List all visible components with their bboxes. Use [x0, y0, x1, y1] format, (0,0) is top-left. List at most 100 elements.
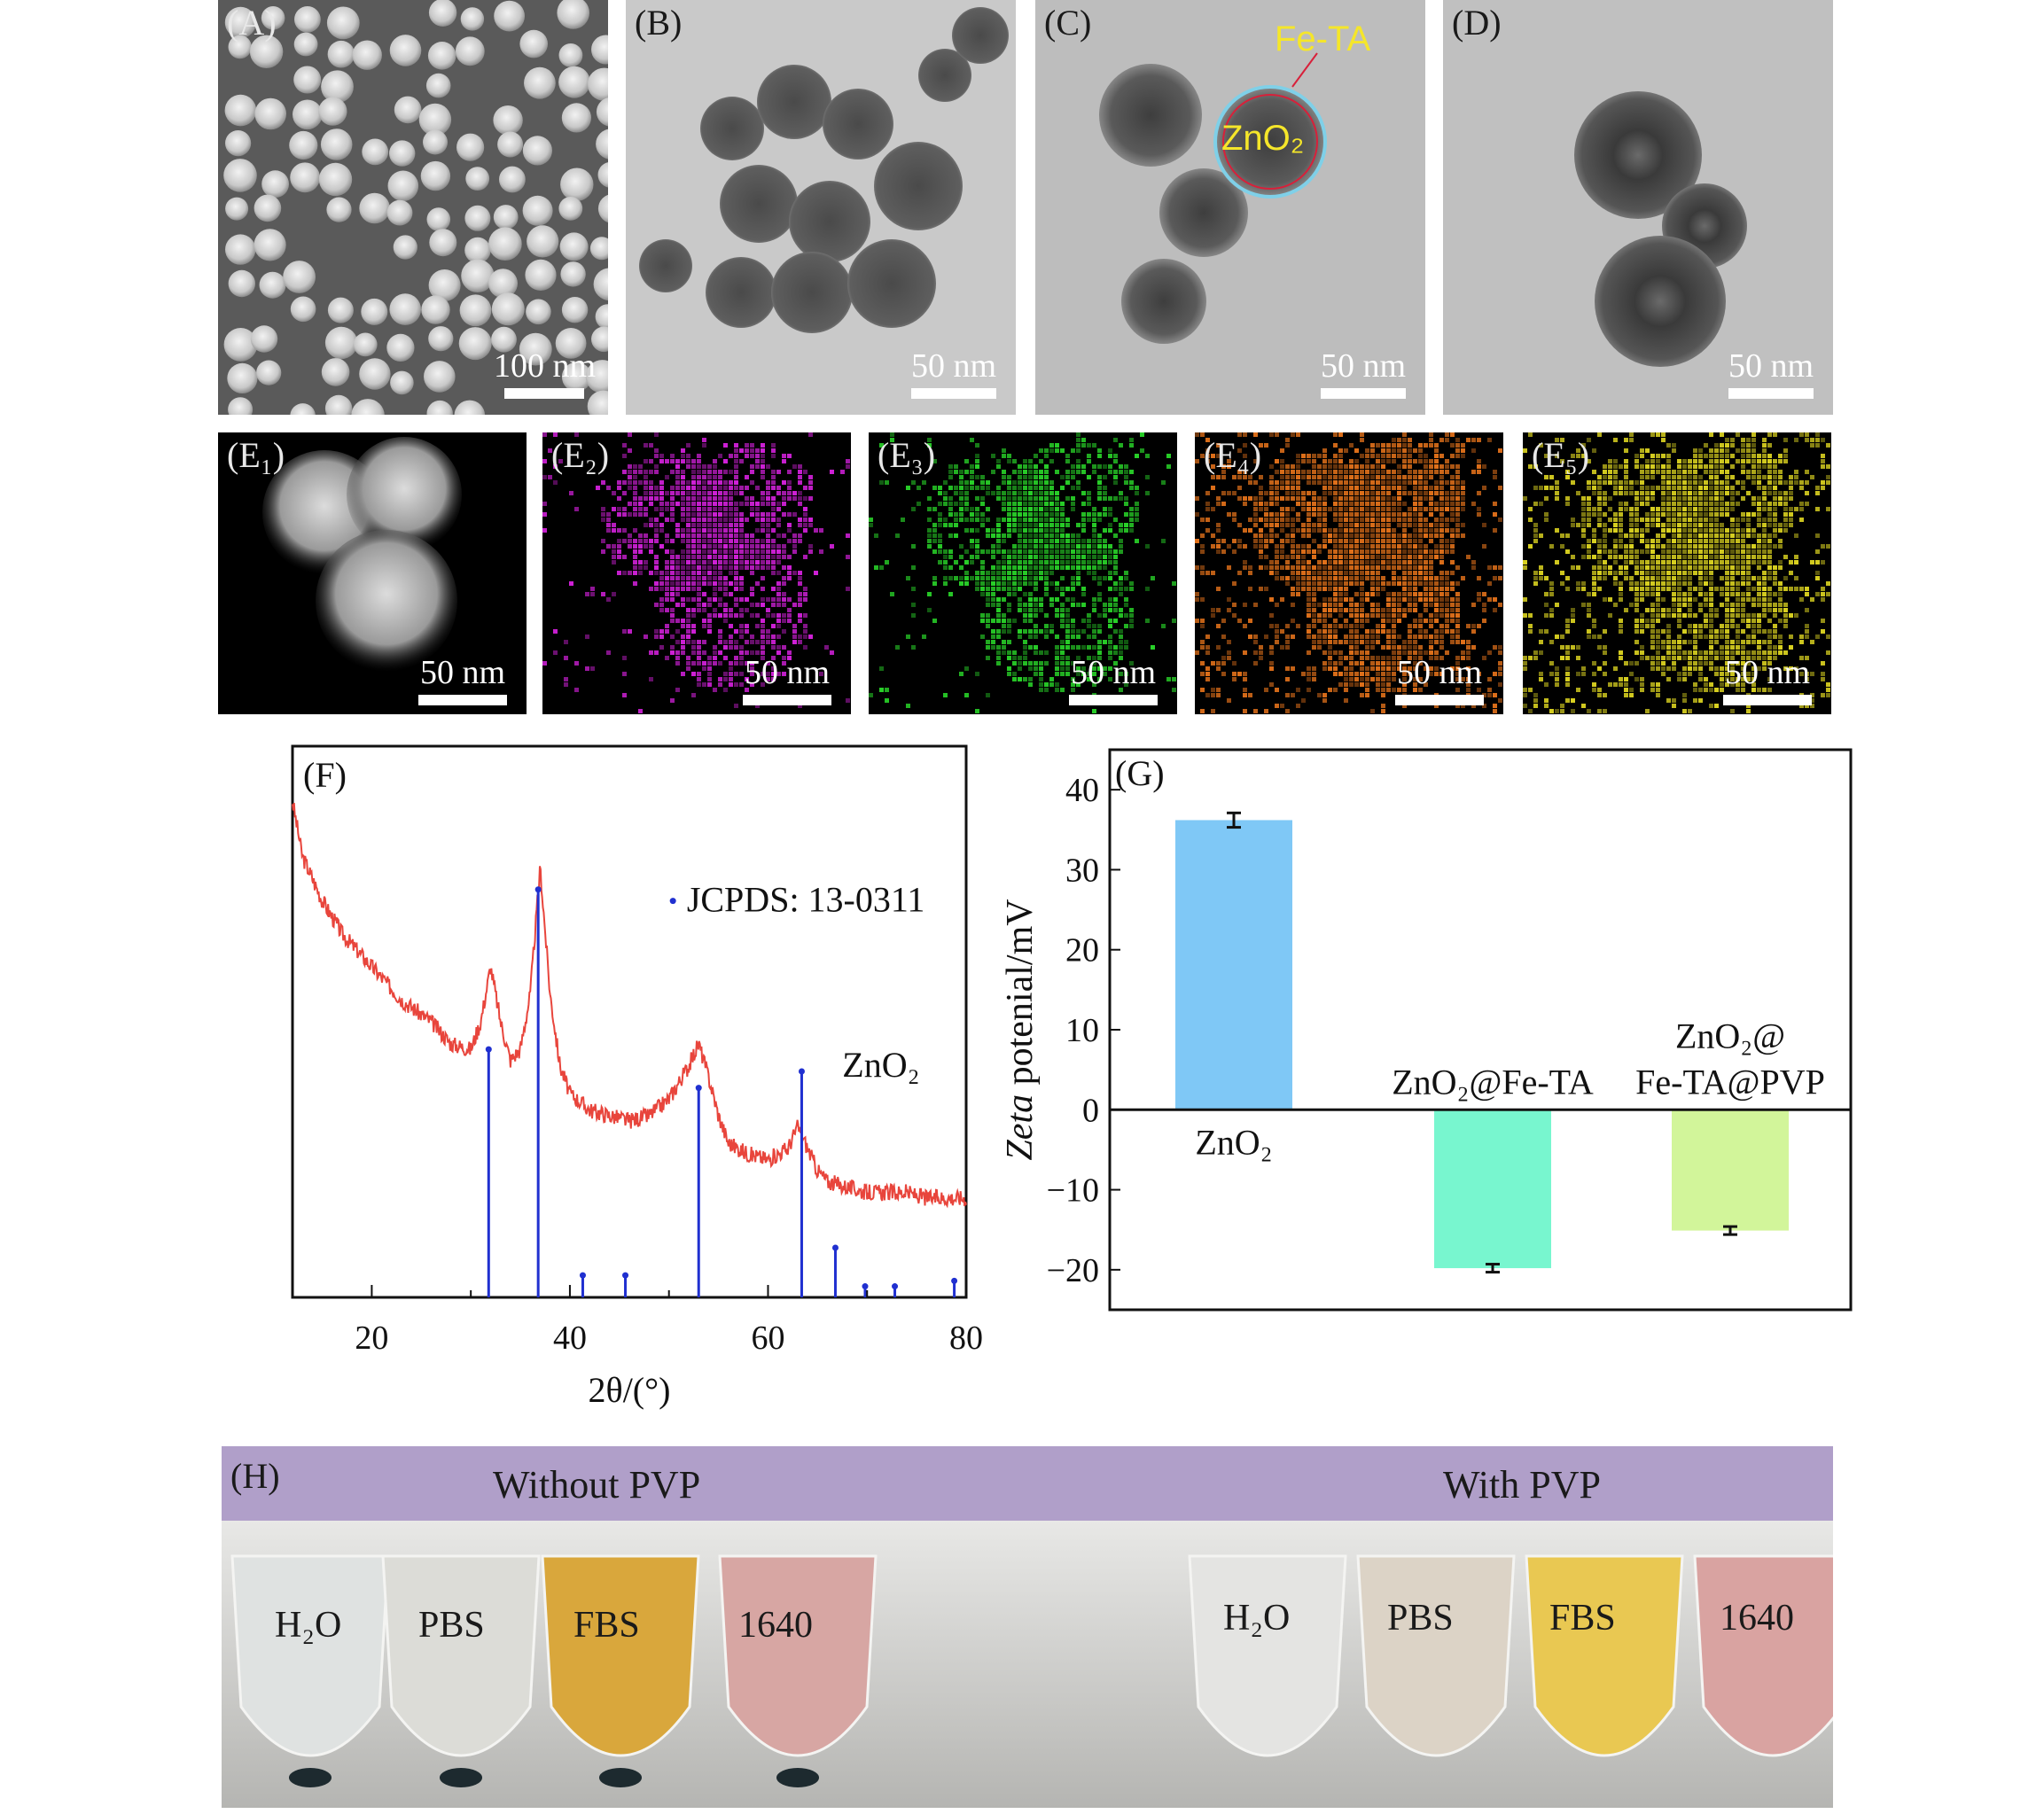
- panel-e5-scalebar: 50 nm: [1723, 656, 1812, 705]
- scale-text: 50 nm: [1724, 654, 1811, 691]
- annotation-zno2: ZnO₂: [1221, 119, 1305, 158]
- sediment-pellet: [599, 1768, 642, 1787]
- panel-e2-scalebar: 50 nm: [743, 656, 831, 705]
- y-tick-label: 20: [1065, 932, 1099, 969]
- tube-7: [1525, 1554, 1684, 1757]
- tube-4: [718, 1554, 878, 1757]
- panel-h-header-bar: [222, 1446, 1833, 1521]
- sediment-pellet: [289, 1768, 332, 1787]
- y-tick-label: 0: [1082, 1092, 1099, 1129]
- plot-frame: [291, 744, 968, 1299]
- panel-f-xrd-chart: 20 40 60 80 (F) ZnO₂ JCPDS: 13-0311 2θ/(°): [257, 744, 1002, 1418]
- panel-d-label: (D): [1452, 3, 1502, 43]
- panel-a-scalebar: 100 nm: [494, 349, 596, 399]
- y-tick-label: 40: [1065, 772, 1099, 809]
- reference-peak-dot: [892, 1283, 899, 1290]
- tube-3: [541, 1554, 700, 1757]
- group-label-without-pvp: Without PVP: [493, 1463, 701, 1506]
- reference-peak-dot: [831, 1244, 839, 1251]
- panel-e2-map: (E₂) 50 nm: [542, 432, 851, 714]
- bar-3: [1672, 1109, 1789, 1231]
- elemental-map-image: [869, 432, 1176, 713]
- panel-e1-label: (E₁): [227, 435, 285, 475]
- zno2-core-outline: [1222, 94, 1318, 190]
- y-axis-label: Zeta potenial/mV: [1000, 899, 1041, 1160]
- reference-peak-dot: [579, 1272, 586, 1279]
- bar-1: [1175, 820, 1292, 1110]
- panel-e4-map: (E₄) 50 nm: [1195, 432, 1503, 714]
- x-tick-label: 80: [949, 1320, 983, 1357]
- panel-d-tem-image: (D) 50 nm: [1443, 0, 1833, 415]
- panel-h-tube-photo: (H) Without PVP With PVP H₂O PBS FBS 1640 H₂…: [222, 1446, 1833, 1808]
- panel-d-scale-text: 50 nm: [1728, 347, 1814, 385]
- panel-c-scalebar: 50 nm: [1321, 349, 1406, 399]
- tube-1: [230, 1554, 390, 1757]
- elemental-map-image: [262, 437, 462, 672]
- y-tick-label: −10: [1047, 1172, 1099, 1210]
- x-tick-label: 40: [553, 1320, 587, 1357]
- panel-e1-scalebar: 50 nm: [418, 656, 507, 705]
- category-label-1: ZnO₂: [1195, 1122, 1272, 1162]
- panel-a-scale-text: 100 nm: [493, 347, 596, 385]
- y-tick-label: 30: [1065, 852, 1099, 889]
- elemental-map-image: [1195, 432, 1502, 713]
- series-label: ZnO₂: [842, 1045, 919, 1085]
- panel-c-label: (C): [1044, 3, 1092, 43]
- annotation-fe-ta: Fe-TA: [1275, 19, 1371, 58]
- x-tick-label: 20: [355, 1320, 388, 1357]
- panel-e5-map: (E₅) 50 nm: [1523, 432, 1831, 714]
- panel-c-tem-image: Fe-TA ZnO₂ (C) 50 nm: [1035, 0, 1425, 415]
- scale-text: 50 nm: [744, 654, 831, 691]
- reference-peak-dot: [534, 886, 542, 893]
- panel-b-scale-text: 50 nm: [910, 347, 996, 385]
- panel-e2-label: (E₂): [551, 435, 610, 475]
- panel-d-scalebar: 50 nm: [1728, 349, 1814, 399]
- fe-ta-shell-outline: [1213, 85, 1327, 199]
- reference-peak-dot: [695, 1085, 702, 1092]
- scale-text: 50 nm: [1070, 654, 1157, 691]
- tem-micrograph: [626, 0, 1016, 415]
- scale-text: 50 nm: [1396, 654, 1483, 691]
- panel-e4-scalebar: 50 nm: [1395, 656, 1484, 705]
- scale-text: 50 nm: [419, 654, 506, 691]
- zeta-bar-chart: −20 −10 0 10 20 30 40 (G) ZnO₂ ZnO₂@Fe-TA ZnO₂@ Fe-…: [1000, 748, 1853, 1312]
- sem-micrograph: [218, 0, 608, 415]
- reference-peak-dot: [951, 1277, 958, 1284]
- bar-2: [1434, 1109, 1551, 1269]
- tube-6: [1356, 1554, 1516, 1757]
- reference-peak-dot: [485, 1046, 492, 1053]
- tube-label-5: H₂O: [1223, 1598, 1291, 1639]
- panel-e1-map: (E₁) 50 nm: [218, 432, 527, 714]
- x-axis-label: 2θ/(°): [589, 1370, 671, 1410]
- elemental-map-image: [542, 432, 850, 713]
- tube-label-7: FBS: [1549, 1598, 1616, 1639]
- xrd-curve: [292, 802, 967, 1209]
- annotation-pointer: [1291, 52, 1318, 88]
- tube-label-1: H₂O: [275, 1605, 342, 1646]
- category-label-3b: Fe-TA@PVP: [1635, 1062, 1825, 1102]
- reference-label: JCPDS: 13-0311: [687, 880, 925, 920]
- tubes-photo: [222, 1521, 1833, 1808]
- reference-peak-dot: [622, 1272, 629, 1279]
- group-label-with-pvp: With PVP: [1443, 1463, 1601, 1506]
- tube-8: [1693, 1554, 1833, 1757]
- legend-dot: [669, 898, 676, 905]
- tube-label-2: PBS: [418, 1605, 485, 1646]
- tube-2: [381, 1554, 541, 1757]
- category-label-2: ZnO₂@Fe-TA: [1392, 1062, 1594, 1102]
- panel-f-label: (F): [303, 755, 347, 795]
- sediment-pellet: [776, 1768, 819, 1787]
- xrd-plot: 20 40 60 80 (F) ZnO₂ JCPDS: 13-0311 2θ/(°): [291, 744, 983, 1410]
- reference-peak-dot: [798, 1068, 805, 1075]
- panel-a-label: (A): [227, 3, 277, 43]
- panel-e3-label: (E₃): [878, 435, 936, 475]
- panel-e5-label: (E₅): [1532, 435, 1590, 475]
- panel-a-sem-image: (A) 100 nm: [218, 0, 608, 415]
- panel-g-label: (G): [1115, 753, 1165, 793]
- tube-label-3: FBS: [573, 1605, 640, 1646]
- tube-label-4: 1640: [738, 1605, 813, 1646]
- panel-c-scale-text: 50 nm: [1320, 347, 1406, 385]
- elemental-map-image: [1523, 432, 1830, 713]
- y-tick-label: 10: [1065, 1012, 1099, 1049]
- reference-peak-dot: [862, 1283, 869, 1290]
